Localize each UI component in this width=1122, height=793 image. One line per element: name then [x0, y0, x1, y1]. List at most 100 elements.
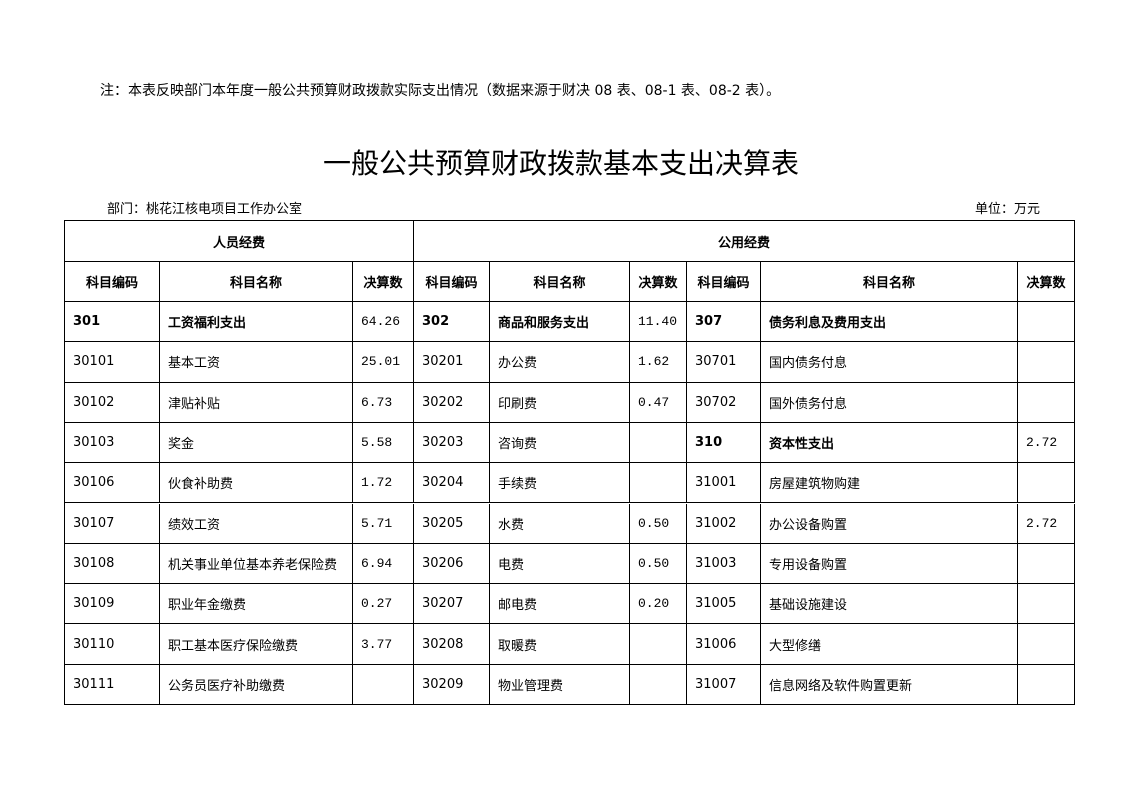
- column-header: 决算数: [353, 262, 414, 302]
- table-cell: 301: [65, 302, 160, 343]
- table-cell: 印刷费: [490, 382, 630, 423]
- table-cell: 商品和服务支出: [490, 302, 630, 343]
- table-cell: 30702: [687, 382, 761, 423]
- group-header: 公用经费: [414, 221, 1075, 262]
- column-header: 科目编码: [687, 262, 761, 302]
- table-cell: 30109: [65, 584, 160, 625]
- title: 一般公共预算财政拨款基本支出决算表: [322, 147, 799, 180]
- table-cell: 债务利息及费用支出: [761, 302, 1018, 343]
- table-cell: 30110: [65, 624, 160, 665]
- table-cell: 机关事业单位基本养老保险费: [160, 543, 353, 585]
- empty-cell: [1018, 463, 1075, 504]
- table-cell: 0.20: [630, 584, 687, 625]
- table-cell: 2.72: [1018, 503, 1075, 544]
- table-cell: 津贴补贴: [160, 382, 353, 423]
- table-cell: 房屋建筑物购建: [761, 463, 1018, 504]
- table-cell: 职工基本医疗保险缴费: [160, 624, 353, 665]
- table-cell: 物业管理费: [490, 664, 630, 705]
- column-header: 科目编码: [65, 262, 160, 302]
- table-cell: 30106: [65, 463, 160, 504]
- table-cell: 5.71: [353, 503, 414, 544]
- table-cell: 1.62: [630, 342, 687, 383]
- table-cell: 伙食补助费: [160, 463, 353, 504]
- table-cell: 国外债务付息: [761, 382, 1018, 423]
- table-cell: 职业年金缴费: [160, 584, 353, 625]
- empty-cell: [353, 664, 414, 705]
- table-cell: 30203: [414, 422, 490, 464]
- empty-cell: [630, 422, 687, 464]
- table-cell: 31001: [687, 463, 761, 504]
- table-cell: 0.27: [353, 584, 414, 625]
- unit: 单位：万元: [975, 202, 1041, 217]
- table-cell: 30102: [65, 382, 160, 423]
- table-cell: 30205: [414, 503, 490, 544]
- column-header: 科目名称: [490, 262, 630, 302]
- table-cell: 30108: [65, 543, 160, 585]
- empty-cell: [1018, 624, 1075, 665]
- table-cell: 310: [687, 422, 761, 464]
- table-cell: 30208: [414, 624, 490, 665]
- column-header: 决算数: [630, 262, 687, 302]
- empty-cell: [630, 664, 687, 705]
- empty-cell: [1018, 302, 1075, 343]
- table-cell: 基本工资: [160, 342, 353, 383]
- table-cell: 3.77: [353, 624, 414, 665]
- table-cell: 30204: [414, 463, 490, 504]
- table-cell: 30202: [414, 382, 490, 423]
- table-cell: 绩效工资: [160, 503, 353, 544]
- table-cell: 大型修缮: [761, 624, 1018, 665]
- table-cell: 25.01: [353, 342, 414, 383]
- table-cell: 30206: [414, 543, 490, 585]
- table-cell: 0.50: [630, 543, 687, 585]
- table-cell: 30101: [65, 342, 160, 383]
- table-cell: 资本性支出: [761, 422, 1018, 464]
- table-cell: 0.50: [630, 503, 687, 544]
- table-cell: 302: [414, 302, 490, 343]
- table-cell: 64.26: [353, 302, 414, 343]
- empty-cell: [1018, 382, 1075, 423]
- column-header: 科目名称: [160, 262, 353, 302]
- table-cell: 专用设备购置: [761, 543, 1018, 585]
- table-cell: 30209: [414, 664, 490, 705]
- table-cell: 30207: [414, 584, 490, 625]
- department: 部门：桃花江核电项目工作办公室: [107, 202, 303, 217]
- table-cell: 30201: [414, 342, 490, 383]
- table-cell: 电费: [490, 543, 630, 585]
- empty-cell: [630, 463, 687, 504]
- table-cell: 31003: [687, 543, 761, 585]
- table-cell: 信息网络及软件购置更新: [761, 664, 1018, 705]
- table-cell: 6.94: [353, 543, 414, 585]
- table-cell: 2.72: [1018, 422, 1075, 464]
- table-cell: 31005: [687, 584, 761, 625]
- group-header: 人员经费: [65, 221, 414, 262]
- table-cell: 工资福利支出: [160, 302, 353, 343]
- table-cell: 31007: [687, 664, 761, 705]
- table-cell: 手续费: [490, 463, 630, 504]
- table-cell: 30701: [687, 342, 761, 383]
- table-cell: 奖金: [160, 422, 353, 464]
- table-cell: 办公设备购置: [761, 503, 1018, 544]
- table-cell: 31006: [687, 624, 761, 665]
- table-cell: 6.73: [353, 382, 414, 423]
- table-cell: 0.47: [630, 382, 687, 423]
- table-cell: 邮电费: [490, 584, 630, 625]
- empty-cell: [1018, 342, 1075, 383]
- table-cell: 取暖费: [490, 624, 630, 665]
- empty-cell: [1018, 664, 1075, 705]
- table-cell: 31002: [687, 503, 761, 544]
- table-cell: 公务员医疗补助缴费: [160, 664, 353, 705]
- table-cell: 30107: [65, 503, 160, 544]
- table-cell: 11.40: [630, 302, 687, 343]
- column-header: 决算数: [1018, 262, 1075, 302]
- table-cell: 5.58: [353, 422, 414, 464]
- empty-cell: [1018, 584, 1075, 625]
- table: 人员经费 公用经费 科目编码 科目名称 决算数 科目编码 科目名称 决算数 科目编码 科目名称 决算…: [64, 220, 1075, 705]
- empty-cell: [1018, 543, 1075, 585]
- table-cell: 30111: [65, 664, 160, 705]
- empty-cell: [630, 624, 687, 665]
- column-header: 科目名称: [761, 262, 1018, 302]
- table-cell: 咨询费: [490, 422, 630, 464]
- table-cell: 水费: [490, 503, 630, 544]
- table-cell: 基础设施建设: [761, 584, 1018, 625]
- table-cell: 307: [687, 302, 761, 343]
